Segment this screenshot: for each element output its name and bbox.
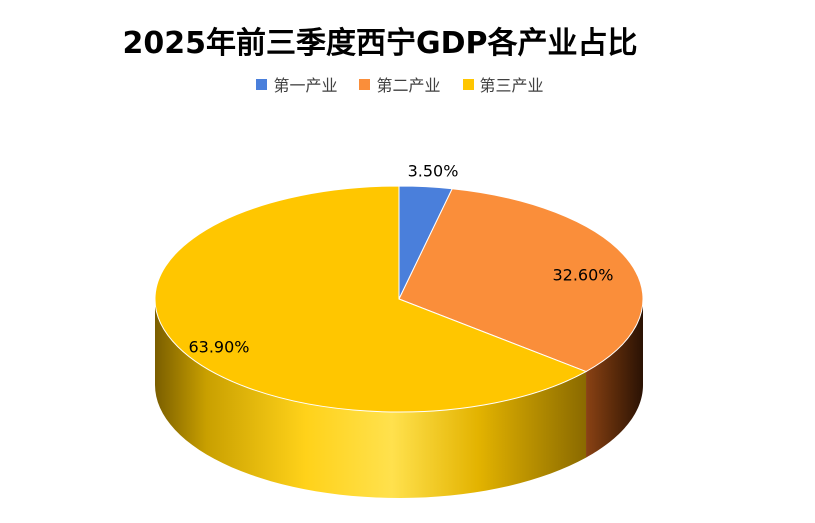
pie-side-layer [155, 299, 643, 498]
legend-label-tertiary: 第三产业 [479, 76, 544, 95]
data-label-primary: 3.50% [408, 162, 459, 181]
legend-label-secondary: 第二产业 [376, 76, 441, 95]
legend-item-primary: 第一产业 [256, 72, 337, 96]
chart-title: 2025年前三季度西宁GDP各产业占比 [122, 26, 638, 61]
legend-swatch-primary [256, 78, 268, 90]
pie-slice-secondary [398, 188, 644, 373]
legend-label-primary: 第一产业 [273, 76, 338, 95]
legend-item-secondary: 第二产业 [359, 72, 441, 96]
pie-label-layer: 3.50% 32.60% 63.90% [188, 162, 613, 357]
data-label-secondary: 32.60% [552, 266, 613, 285]
pie-side-secondary [586, 299, 643, 458]
legend-item-tertiary: 第三产业 [462, 72, 544, 96]
pie-side-tertiary [155, 299, 587, 498]
legend-swatch-tertiary [462, 78, 474, 90]
legend-swatch-secondary [359, 78, 371, 90]
pie-slice-tertiary [154, 185, 588, 413]
pie-top-layer [154, 185, 644, 413]
legend: 第一产业 第二产业 第三产业 [0, 72, 800, 96]
data-label-tertiary: 63.90% [188, 338, 249, 357]
